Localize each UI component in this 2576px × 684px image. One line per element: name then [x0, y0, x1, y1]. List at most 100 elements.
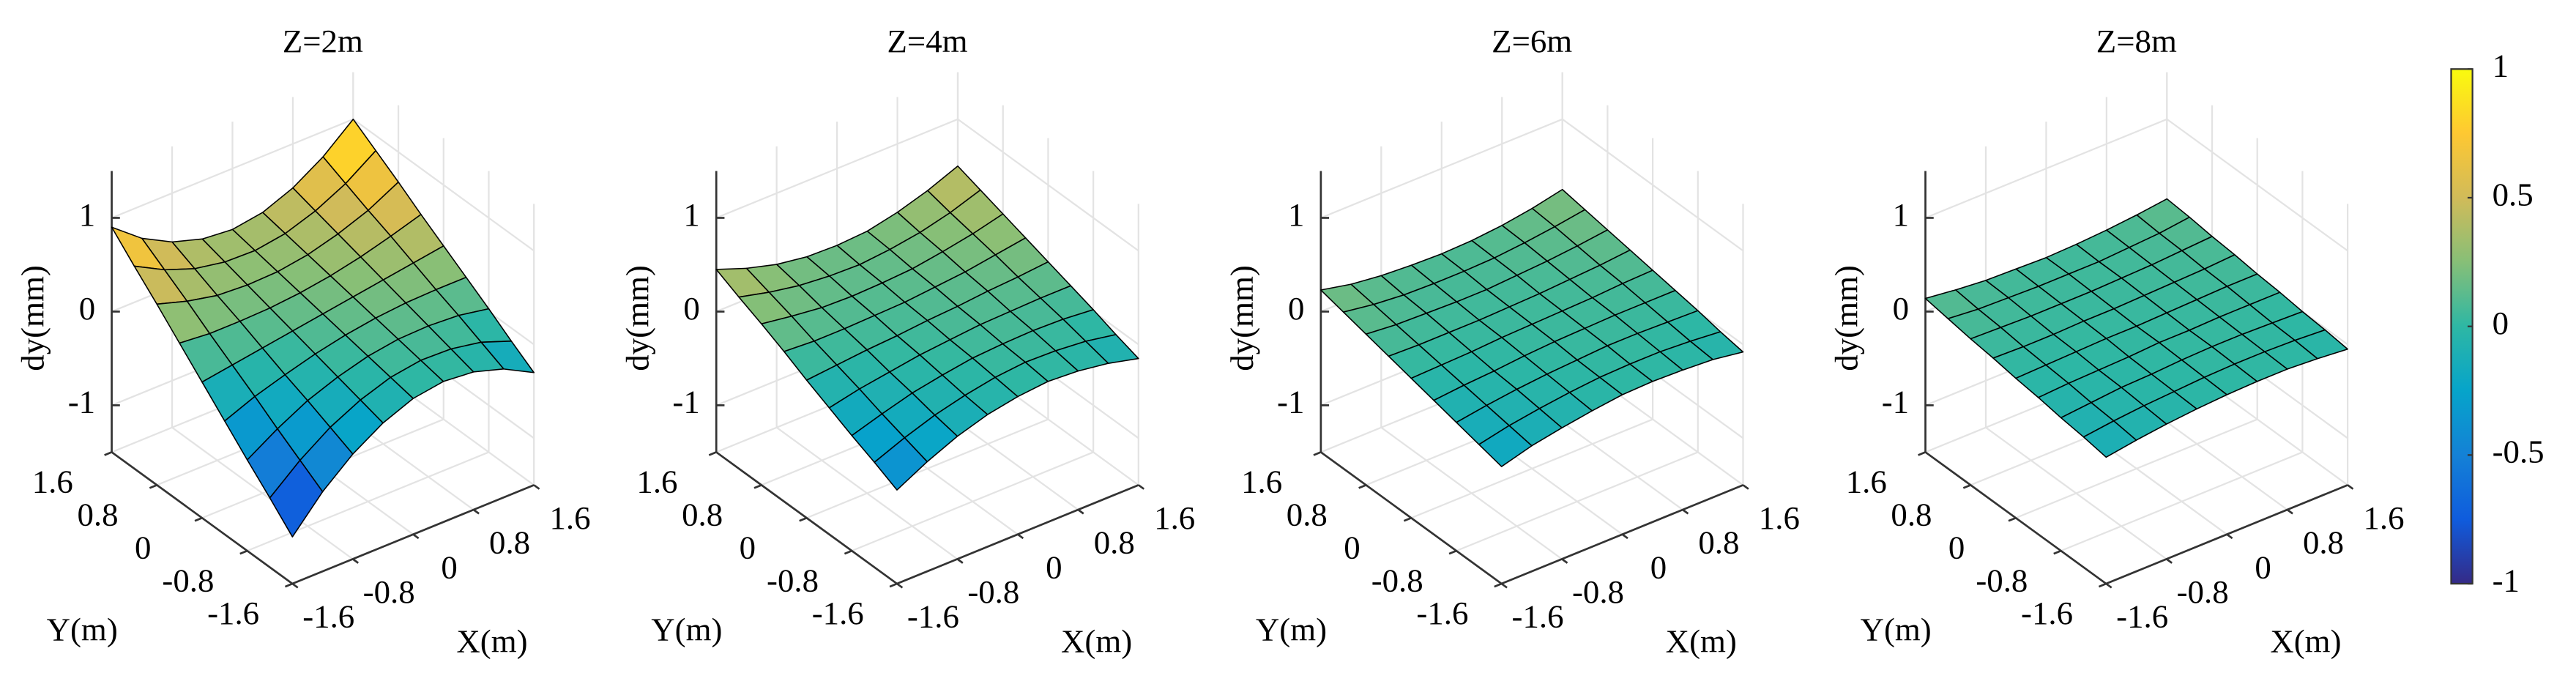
z-axis-label: dy(mm): [619, 265, 655, 371]
x-tick-label: 0.8: [489, 524, 530, 561]
x-tick-label: -1.6: [1512, 598, 1564, 635]
x-axis-label: X(m): [1666, 622, 1737, 659]
x-tick: [2165, 558, 2173, 564]
colorbar-tick-label: 1: [2493, 48, 2509, 84]
grid-line: [2166, 118, 2348, 252]
y-tick-label: 0: [1344, 529, 1360, 565]
x-tick: [956, 558, 964, 564]
x-tick-label: 1.6: [549, 499, 590, 536]
y-tick: [799, 516, 808, 522]
y-axis-label: Y(m): [1861, 611, 1932, 648]
y-axis-label: Y(m): [47, 611, 118, 648]
grid-line: [1320, 118, 1563, 219]
x-tick-label: 0.8: [2303, 524, 2344, 561]
z-tick-label: -1: [672, 384, 699, 420]
y-tick-label: 1.6: [1846, 464, 1887, 500]
grid-line: [2061, 451, 2303, 552]
x-tick-label: 1.6: [1154, 499, 1195, 536]
y-axis-label: Y(m): [1256, 611, 1327, 648]
x-tick-label: 0: [441, 549, 457, 585]
x-tick: [2286, 508, 2293, 515]
y-tick: [708, 451, 717, 456]
x-tick: [412, 533, 420, 540]
z-tick-label: 1: [683, 196, 699, 233]
subplot-title: Z=2m: [283, 23, 363, 59]
x-tick-label: -0.8: [967, 573, 1019, 610]
y-tick: [149, 484, 157, 489]
y-tick: [104, 451, 113, 456]
x-tick-label: 1.6: [2363, 499, 2404, 536]
y-tick: [239, 549, 248, 555]
y-tick-label: 0: [1948, 529, 1965, 565]
y-tick: [2053, 549, 2062, 555]
z-tick-label: 0: [1893, 290, 1909, 327]
x-tick-label: 0: [1046, 549, 1062, 585]
y-tick-label: -1.6: [1416, 595, 1468, 631]
x-tick: [1500, 582, 1508, 589]
z-axis-label: dy(mm): [1828, 265, 1865, 371]
y-tick: [1313, 451, 1322, 456]
z-tick-label: 1: [1288, 196, 1304, 233]
x-tick-label: -0.8: [363, 573, 415, 610]
x-tick: [1561, 558, 1568, 564]
x-tick: [472, 508, 480, 515]
y-tick-label: -0.8: [1371, 562, 1423, 598]
x-tick: [1017, 533, 1024, 540]
y-tick-label: 0.8: [77, 497, 118, 533]
z-tick-label: 0: [79, 290, 95, 327]
surface-patch: [269, 459, 324, 538]
x-tick-label: 0: [1650, 549, 1667, 585]
x-axis-label: X(m): [1061, 622, 1132, 659]
y-tick: [1918, 451, 1927, 456]
x-tick: [291, 582, 299, 589]
z-tick-label: -1: [1277, 384, 1304, 420]
x-tick: [2226, 533, 2233, 540]
grid-line: [806, 418, 1049, 519]
x-tick: [896, 582, 904, 589]
y-tick: [889, 582, 898, 588]
y-tick: [1962, 484, 1971, 489]
z-axis-label: dy(mm): [15, 265, 51, 371]
y-tick-label: -1.6: [2021, 595, 2073, 631]
y-tick-label: -0.8: [767, 562, 819, 598]
x-tick-label: 0.8: [1094, 524, 1135, 561]
grid-line: [851, 451, 1094, 552]
x-tick-label: -1.6: [2116, 598, 2168, 635]
x-axis-label: X(m): [2270, 622, 2341, 659]
z-axis-label: dy(mm): [1224, 265, 1260, 371]
z-tick-label: 0: [683, 290, 699, 327]
y-tick-label: 1.6: [636, 464, 677, 500]
grid-line: [957, 118, 1139, 252]
y-tick-label: 0.8: [1287, 497, 1328, 533]
y-tick: [284, 582, 293, 588]
x-axis-label: X(m): [456, 622, 527, 659]
surface-patch: [1478, 425, 1533, 467]
x-tick-label: -1.6: [907, 598, 959, 635]
y-tick: [844, 549, 852, 555]
subplot-title: Z=6m: [1492, 23, 1572, 59]
grid-line: [1925, 118, 2167, 219]
z-tick-label: -1: [68, 384, 95, 420]
y-axis: [111, 451, 294, 585]
grid-line: [2015, 418, 2258, 519]
y-tick: [753, 484, 762, 489]
grid-line: [1562, 118, 1744, 252]
x-tick-label: 0.8: [1698, 524, 1739, 561]
x-tick-label: 0: [2255, 549, 2271, 585]
y-tick: [194, 516, 203, 522]
colorbar-tick-label: -0.5: [2493, 434, 2545, 470]
y-tick-label: 0.8: [1891, 497, 1932, 533]
surface-patch: [2082, 420, 2137, 458]
x-tick: [533, 484, 540, 490]
y-tick: [2098, 582, 2107, 588]
z-tick-label: 1: [1893, 196, 1909, 233]
y-tick-label: -1.6: [207, 595, 259, 631]
x-tick: [1138, 484, 1145, 490]
colorbar-tick-label: -1: [2493, 562, 2520, 598]
y-tick: [1494, 582, 1503, 588]
grid-line: [1410, 418, 1653, 519]
grid-line: [111, 118, 354, 219]
grid-line: [715, 118, 958, 219]
